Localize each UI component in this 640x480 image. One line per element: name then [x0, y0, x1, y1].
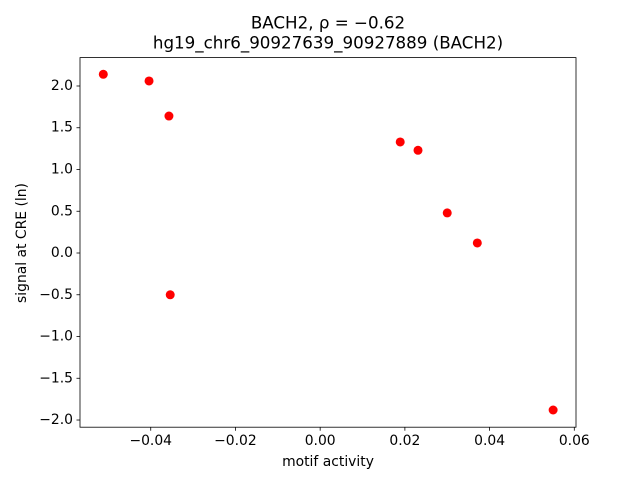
x-tick-label: 0.04 [474, 433, 505, 449]
point [164, 111, 174, 121]
x-tick-label: 0.02 [389, 433, 420, 449]
y-axis-label: signal at CRE (ln) [14, 183, 30, 303]
y-tick-label: −1.0 [39, 329, 73, 345]
point [413, 145, 423, 155]
point [98, 69, 108, 79]
y-tick-label: 0.0 [51, 245, 73, 261]
point [165, 290, 175, 300]
axes-frame [79, 57, 577, 428]
point [395, 137, 405, 147]
y-tick-label: −0.5 [39, 287, 73, 303]
y-tick-label: −2.0 [39, 412, 73, 428]
point [144, 76, 154, 86]
x-tick-label: 0.00 [305, 433, 336, 449]
chart-subtitle: hg19_chr6_90927639_90927889 (BACH2) [153, 33, 503, 54]
point [442, 208, 452, 218]
x-tick-label: 0.06 [559, 433, 590, 449]
x-tick-label: −0.02 [214, 433, 257, 449]
chart-title: BACH2, ρ = −0.62 [251, 13, 405, 33]
y-tick-label: −1.5 [39, 370, 73, 386]
y-tick-label: 1.0 [51, 161, 73, 177]
x-axis-label: motif activity [282, 454, 374, 470]
point [548, 405, 558, 415]
x-tick-label: −0.04 [129, 433, 172, 449]
y-tick-label: 0.5 [51, 203, 73, 219]
y-tick-label: 2.0 [51, 78, 73, 94]
point [472, 238, 482, 248]
y-tick-label: 1.5 [51, 120, 73, 136]
